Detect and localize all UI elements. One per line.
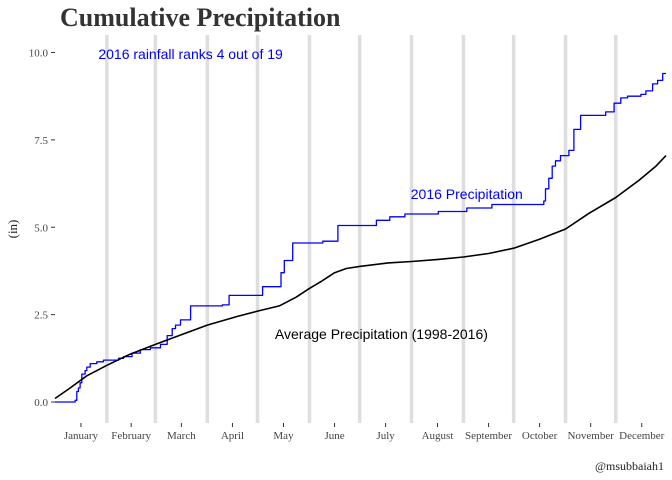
y-tick-label-4: 10.0	[29, 47, 49, 59]
series-average-line	[54, 155, 667, 400]
y-tick-label-2: 5.0	[34, 222, 48, 234]
x-tick-label-7: August	[422, 430, 454, 442]
axis-layer: 0.0 2.5 5.0 7.5 10.0 January February March Apri…	[29, 47, 665, 442]
caption: @msubbaiah1	[595, 459, 664, 473]
month-divider-layer	[105, 35, 618, 423]
x-tick-label-6: July	[376, 430, 395, 442]
y-axis-label-group: (in)	[5, 220, 20, 239]
annotation-2: 2016 Precipitation	[411, 186, 523, 202]
series-2016-line	[55, 72, 666, 403]
series-layer	[54, 72, 667, 403]
x-tick-label-10: November	[567, 430, 614, 442]
x-tick-label-9: October	[522, 430, 558, 442]
annotation-1: 2016 rainfall ranks 4 out of 19	[98, 46, 283, 62]
x-tick-label-11: December	[619, 430, 665, 442]
annotation-3: Average Precipitation (1998-2016)	[275, 326, 488, 342]
x-tick-label-2: March	[167, 430, 196, 442]
x-tick-label-0: January	[64, 430, 99, 442]
x-tick-label-4: May	[273, 430, 294, 442]
y-tick-label-3: 7.5	[34, 135, 48, 147]
y-tick-label-1: 2.5	[34, 310, 48, 322]
x-tick-label-3: April	[221, 430, 244, 442]
chart-title: Cumulative Precipitation	[60, 3, 341, 32]
x-tick-label-5: June	[324, 430, 344, 442]
annotation-layer: 2016 rainfall ranks 4 out of 19 2016 Prec…	[98, 46, 522, 342]
x-tick-label-8: September	[465, 430, 512, 442]
y-tick-label-0: 0.0	[34, 397, 48, 409]
x-tick-label-1: February	[111, 430, 151, 442]
y-axis-label: (in)	[5, 220, 20, 239]
